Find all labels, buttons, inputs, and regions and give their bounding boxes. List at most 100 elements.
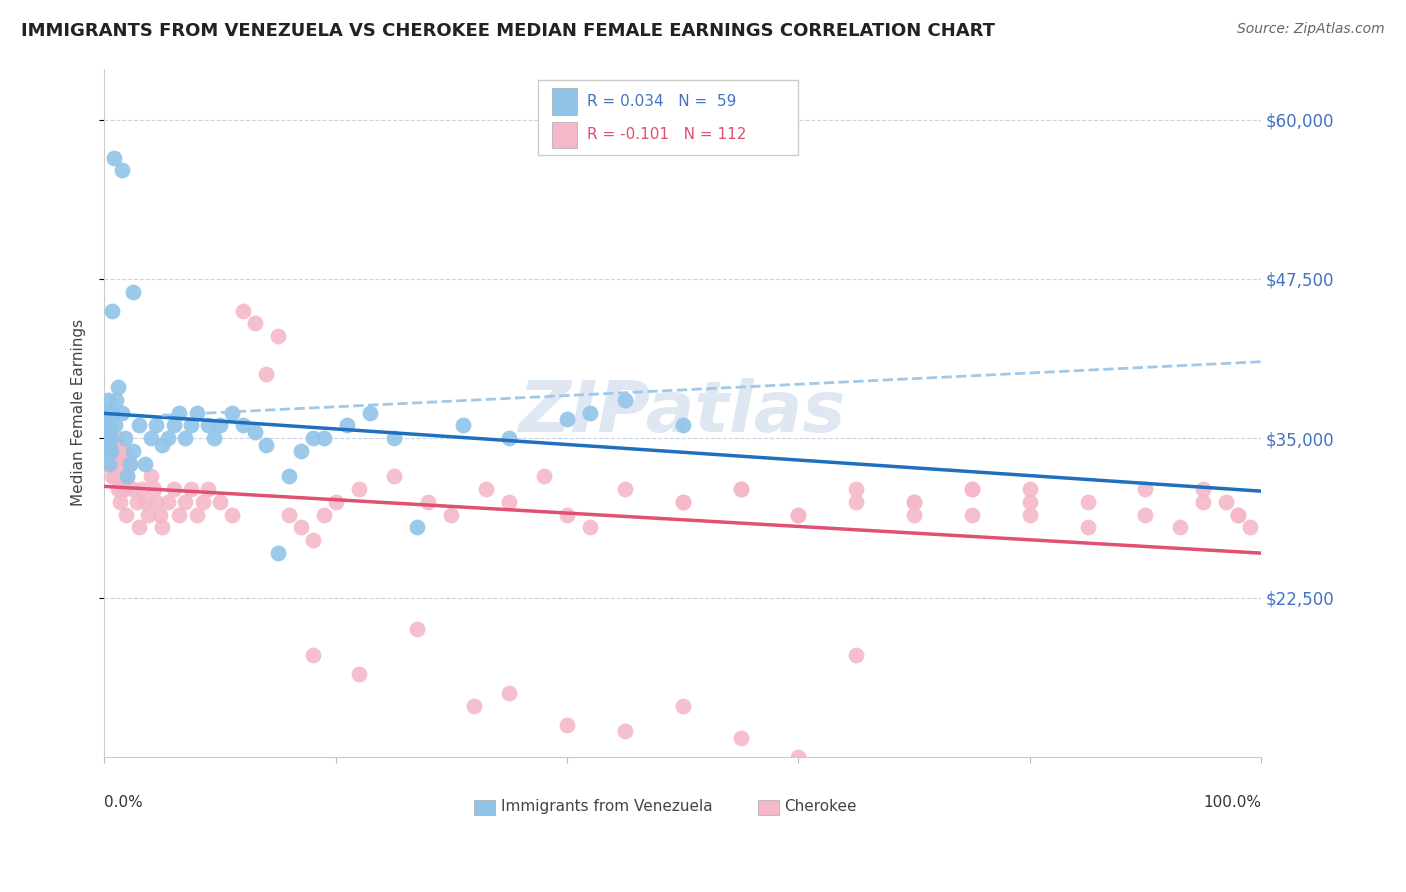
Point — [208, 495, 231, 509]
Point — [97, 406, 120, 420]
Text: ZIPatlas: ZIPatlas — [519, 378, 846, 447]
Point — [145, 495, 167, 509]
Point — [107, 469, 129, 483]
Point — [672, 495, 695, 509]
Point — [405, 520, 427, 534]
Point — [111, 163, 134, 178]
Point — [845, 495, 868, 509]
Point — [163, 418, 186, 433]
Point — [117, 469, 139, 483]
FancyBboxPatch shape — [538, 80, 799, 154]
Point — [143, 482, 166, 496]
Point — [232, 418, 254, 433]
Point — [1077, 495, 1099, 509]
Point — [103, 450, 125, 465]
Point — [111, 482, 134, 496]
Point — [103, 469, 125, 483]
Point — [101, 457, 124, 471]
Point — [555, 412, 578, 426]
Point — [104, 444, 127, 458]
Point — [104, 457, 127, 471]
Point — [787, 508, 810, 522]
Point — [533, 469, 555, 483]
Point — [104, 437, 127, 451]
Point — [290, 444, 312, 458]
Point — [117, 469, 139, 483]
Point — [180, 418, 202, 433]
Point — [1018, 495, 1040, 509]
Point — [1192, 495, 1215, 509]
Point — [97, 392, 120, 407]
Point — [845, 648, 868, 662]
Point — [787, 750, 810, 764]
Point — [98, 450, 121, 465]
Point — [960, 482, 983, 496]
Point — [112, 457, 135, 471]
Point — [186, 508, 208, 522]
Point — [1018, 482, 1040, 496]
Point — [498, 431, 520, 445]
Point — [150, 520, 173, 534]
Point — [105, 431, 128, 445]
Point — [382, 431, 405, 445]
Point — [475, 482, 498, 496]
Point — [613, 392, 636, 407]
Text: R = 0.034   N =  59: R = 0.034 N = 59 — [586, 94, 737, 109]
Point — [301, 533, 323, 548]
Point — [579, 406, 602, 420]
Point — [347, 667, 370, 681]
Point — [730, 482, 752, 496]
Point — [254, 368, 277, 382]
Point — [267, 546, 290, 560]
Point — [156, 495, 179, 509]
Point — [498, 686, 520, 700]
Text: 0.0%: 0.0% — [104, 795, 143, 810]
Point — [221, 406, 243, 420]
Point — [613, 724, 636, 739]
Text: 100.0%: 100.0% — [1204, 795, 1261, 810]
Point — [97, 457, 120, 471]
Point — [382, 469, 405, 483]
Bar — [553, 88, 578, 115]
Point — [107, 380, 129, 394]
Point — [243, 317, 266, 331]
Point — [463, 698, 485, 713]
Point — [103, 151, 125, 165]
Point — [104, 392, 127, 407]
Point — [97, 444, 120, 458]
Point — [108, 444, 131, 458]
Point — [156, 431, 179, 445]
Point — [108, 457, 131, 471]
Point — [267, 329, 290, 343]
Point — [186, 406, 208, 420]
Point — [97, 457, 120, 471]
Point — [96, 418, 118, 433]
Point — [114, 431, 136, 445]
Point — [290, 520, 312, 534]
Point — [405, 623, 427, 637]
Point — [111, 457, 134, 471]
Text: IMMIGRANTS FROM VENEZUELA VS CHEROKEE MEDIAN FEMALE EARNINGS CORRELATION CHART: IMMIGRANTS FROM VENEZUELA VS CHEROKEE ME… — [21, 22, 995, 40]
Point — [202, 431, 225, 445]
Point — [325, 495, 347, 509]
Point — [98, 418, 121, 433]
Y-axis label: Median Female Earnings: Median Female Earnings — [72, 319, 86, 507]
Text: Source: ZipAtlas.com: Source: ZipAtlas.com — [1237, 22, 1385, 37]
Point — [1239, 520, 1261, 534]
Point — [97, 406, 120, 420]
Point — [169, 406, 191, 420]
Point — [498, 495, 520, 509]
Point — [110, 469, 132, 483]
Point — [104, 457, 127, 471]
Point — [111, 444, 134, 458]
Point — [105, 469, 128, 483]
Point — [845, 482, 868, 496]
Bar — [474, 799, 495, 814]
Point — [579, 520, 602, 534]
Point — [243, 425, 266, 439]
Point — [278, 508, 301, 522]
Bar — [553, 121, 578, 148]
Text: Cherokee: Cherokee — [785, 799, 858, 814]
Point — [97, 425, 120, 439]
Point — [174, 431, 197, 445]
